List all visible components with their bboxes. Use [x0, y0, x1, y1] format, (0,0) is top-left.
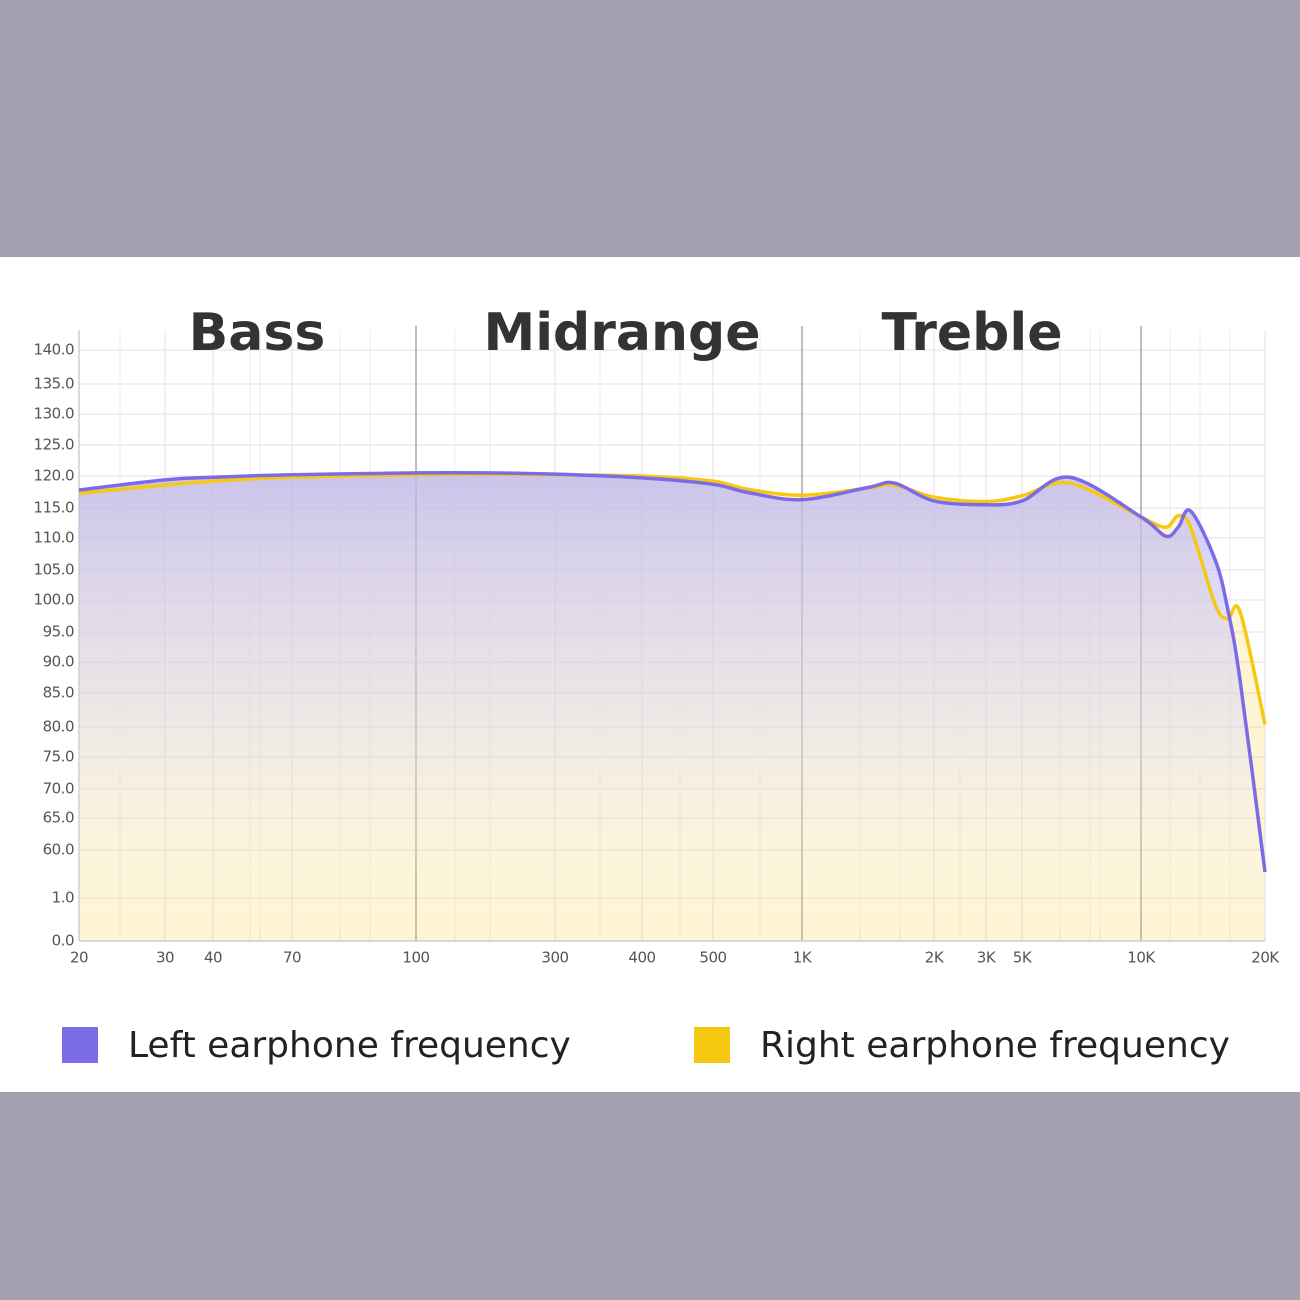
x-tick-label: 500	[699, 949, 726, 967]
x-tick-label: 40	[204, 949, 222, 967]
x-tick-label: 100	[402, 949, 429, 967]
y-tick-label: 105.0	[34, 561, 74, 579]
y-tick-label: 75.0	[43, 748, 74, 766]
y-tick-label: 115.0	[34, 499, 74, 517]
x-tick-label: 70	[283, 949, 301, 967]
y-tick-label: 90.0	[43, 653, 74, 671]
y-tick-label: 100.0	[34, 591, 74, 609]
y-tick-label: 130.0	[34, 405, 74, 423]
y-tick-label: 80.0	[43, 718, 74, 736]
y-tick-label: 60.0	[43, 841, 74, 859]
area	[79, 472, 1265, 941]
x-tick-label: 400	[628, 949, 655, 967]
x-tick-label: 1K	[793, 949, 813, 967]
y-tick-label: 70.0	[43, 780, 74, 798]
legend-label: Left earphone frequency	[128, 1025, 571, 1066]
legend-swatch	[694, 1027, 730, 1063]
legend-swatch	[62, 1027, 98, 1063]
line	[78, 472, 1267, 725]
y-tick-label: 110.0	[34, 529, 74, 547]
y-tick-label: 135.0	[34, 375, 74, 393]
y-tick-label: 95.0	[43, 623, 74, 641]
y-tick-label: 1.0	[52, 889, 74, 907]
y-tick-label: 140.0	[34, 341, 74, 359]
x-tick-label: 20	[70, 949, 88, 967]
x-tick-label: 30	[156, 949, 174, 967]
y-tick-label: 125.0	[34, 436, 74, 454]
legend-label: Right earphone frequency	[760, 1025, 1230, 1066]
x-tick-label: 10K	[1127, 949, 1156, 967]
y-tick-label: 0.0	[52, 932, 74, 950]
y-tick-label: 85.0	[43, 684, 74, 702]
section-label: Midrange	[483, 303, 760, 363]
x-tick-label: 300	[541, 949, 568, 967]
y-tick-label: 120.0	[34, 467, 74, 485]
y-tick-label: 65.0	[43, 809, 74, 827]
x-tick-label: 20K	[1251, 949, 1280, 967]
x-tick-label: 5K	[1013, 949, 1033, 967]
line	[78, 470, 1267, 873]
x-tick-label: 2K	[925, 949, 945, 967]
section-label: Bass	[189, 303, 326, 363]
x-tick-label: 3K	[977, 949, 997, 967]
section-label: Treble	[882, 303, 1063, 363]
